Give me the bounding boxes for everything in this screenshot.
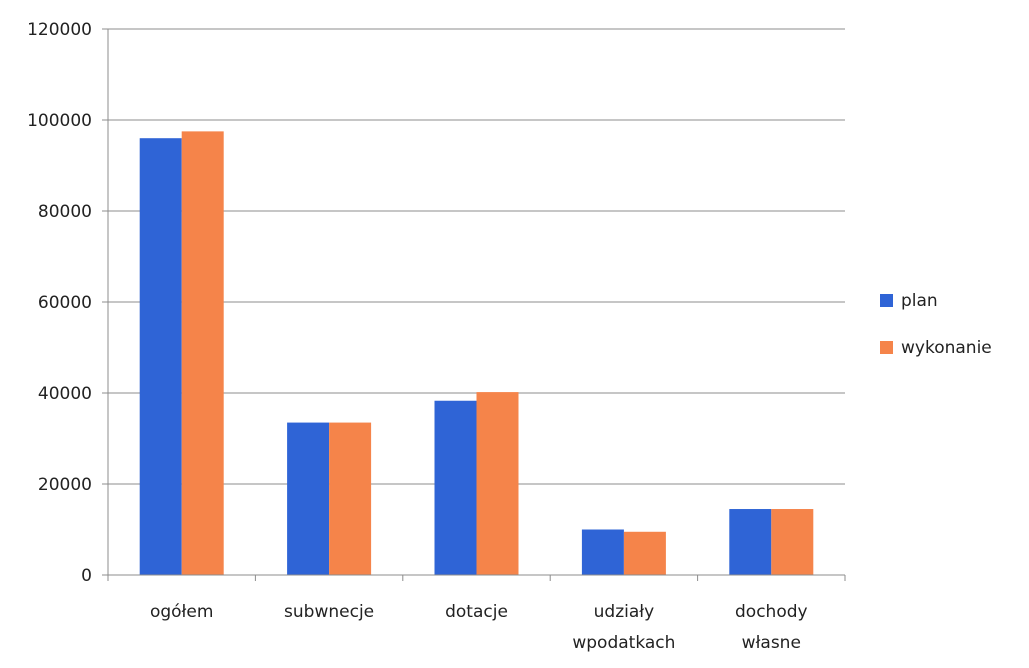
legend-swatch-wykonanie	[880, 341, 893, 354]
y-tick-label: 120000	[27, 20, 92, 40]
bar-wykonanie	[329, 422, 372, 575]
x-tick-label: dochody	[735, 602, 808, 622]
x-tick-label: wpodatkach	[572, 633, 675, 653]
y-tick-label: 40000	[38, 384, 92, 404]
y-axis-ticks: 0 20000 40000 60000 80000 100000 120000	[27, 20, 92, 586]
gridlines	[108, 28, 845, 485]
x-tick-label: udziały	[594, 602, 655, 622]
bar-plan	[581, 529, 624, 575]
y-tick-label: 0	[81, 566, 92, 586]
bars	[139, 131, 814, 575]
bar-plan	[287, 422, 330, 575]
y-tick-label: 80000	[38, 202, 92, 222]
legend-label-wykonanie: wykonanie	[901, 338, 992, 358]
x-tick-label: dotacje	[445, 602, 508, 622]
legend-swatch-plan	[880, 294, 893, 307]
bar-wykonanie	[623, 531, 666, 575]
bar-wykonanie	[771, 509, 814, 575]
bar-plan	[729, 509, 772, 575]
bar-plan	[139, 138, 182, 575]
x-tick-label: ogółem	[150, 602, 213, 622]
bar-wykonanie	[181, 131, 224, 575]
x-tick-label: własne	[742, 633, 801, 653]
x-tick-label: subwnecje	[284, 602, 374, 622]
y-tick-label: 100000	[27, 111, 92, 131]
bar-wykonanie	[476, 392, 519, 575]
y-tick-label: 20000	[38, 475, 92, 495]
bar-plan	[434, 400, 477, 575]
x-axis-labels: ogółem subwnecje dotacje udziały wpodatkach d…	[150, 602, 808, 653]
y-tick-label: 60000	[38, 293, 92, 313]
legend-label-plan: plan	[901, 291, 938, 311]
legend: plan wykonanie	[880, 291, 992, 358]
axes	[102, 28, 846, 581]
